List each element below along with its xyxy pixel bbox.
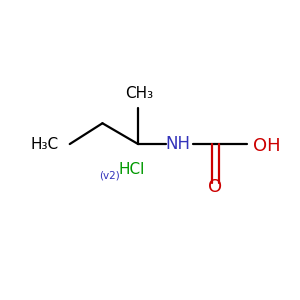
Text: NH: NH [166,135,191,153]
Text: CH₃: CH₃ [125,86,154,101]
Text: HCl: HCl [119,162,145,177]
Text: OH: OH [253,136,280,154]
Text: (v2): (v2) [100,170,120,180]
Text: O: O [208,178,222,196]
Text: H₃C: H₃C [30,136,58,152]
